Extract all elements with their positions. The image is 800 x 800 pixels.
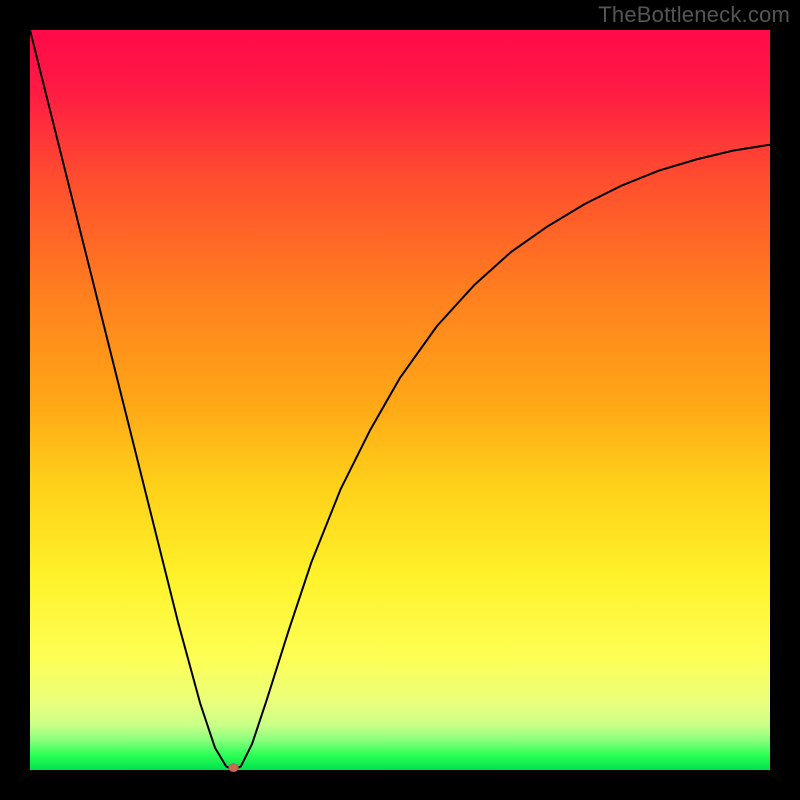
optimal-point-marker: [229, 764, 239, 772]
watermark-text: TheBottleneck.com: [598, 2, 790, 28]
chart-background: [30, 30, 770, 770]
bottleneck-chart: [0, 0, 800, 800]
chart-root: TheBottleneck.com: [0, 0, 800, 800]
